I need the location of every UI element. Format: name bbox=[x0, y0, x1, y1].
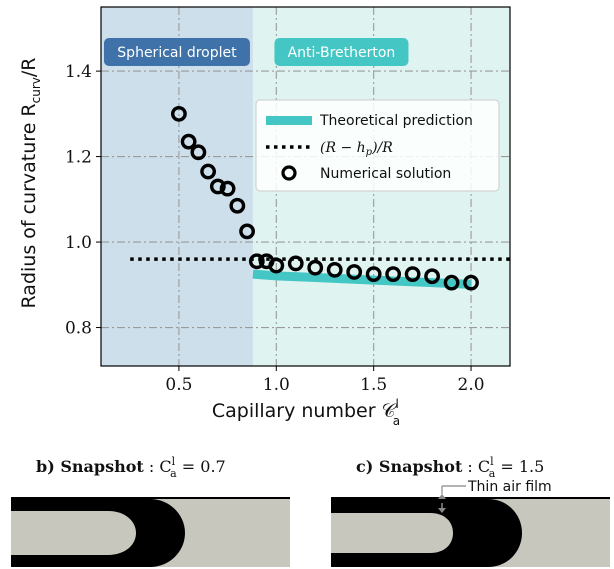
thin-air-film-label: Thin air film bbox=[467, 479, 552, 495]
legend-band-swatch bbox=[266, 116, 312, 125]
snapshot-b-top-wall bbox=[11, 497, 290, 499]
numerical-point bbox=[229, 197, 246, 214]
y-tick-label-3: 1.4 bbox=[65, 62, 92, 82]
numerical-point bbox=[180, 133, 197, 150]
numerical-point bbox=[443, 274, 460, 291]
legend-numerical: Numerical solution bbox=[320, 166, 451, 182]
snapshot-c-droplet bbox=[331, 513, 453, 553]
snapshot-b-title: b) Snapshot : Cl a = 0.7 bbox=[36, 455, 226, 480]
x-tick-label-3: 2.0 bbox=[458, 375, 485, 395]
legend-reference: (R − hp)/R bbox=[320, 140, 393, 158]
legend-marker-swatch bbox=[281, 165, 297, 181]
numerical-point bbox=[200, 163, 217, 180]
film-arrow-down bbox=[438, 508, 446, 513]
numerical-point bbox=[365, 266, 382, 283]
numerical-point bbox=[171, 105, 187, 122]
legend-box bbox=[255, 99, 500, 192]
numerical-point bbox=[219, 180, 236, 197]
film-arrow-up bbox=[438, 494, 446, 499]
numerical-point bbox=[307, 259, 324, 276]
numerical-point bbox=[424, 268, 440, 285]
region-labels: Spherical droplet Anti-Bretherton bbox=[103, 38, 409, 66]
numerical-point bbox=[287, 255, 304, 272]
numerical-point bbox=[404, 266, 421, 283]
x-tick-label-1: 1.0 bbox=[263, 375, 290, 395]
snapshot-c-image: Thin air film bbox=[331, 479, 610, 567]
y-tick-label-1: 1.0 bbox=[65, 233, 92, 253]
y-axis-label: Radius of curvature Rcurv/R bbox=[18, 58, 43, 309]
snapshot-c-title: c) Snapshot : Cl a = 1.5 bbox=[356, 455, 544, 480]
legend: Theoretical prediction (R − hp)/R Numeri… bbox=[255, 99, 500, 192]
snapshot-b-image bbox=[11, 497, 290, 567]
numerical-point bbox=[385, 266, 402, 283]
x-tick-label-2: 1.5 bbox=[360, 375, 387, 395]
numerical-point bbox=[268, 257, 285, 274]
numerical-point bbox=[239, 223, 255, 240]
numerical-point bbox=[248, 253, 265, 270]
region-label-0: Spherical droplet bbox=[117, 45, 237, 61]
x-axis-label: Capillary number 𝒞l a bbox=[212, 397, 400, 428]
plot-frame bbox=[100, 6, 511, 367]
numerical-point bbox=[326, 261, 343, 278]
numerical-markers bbox=[171, 105, 479, 291]
snapshot-c-top-wall bbox=[331, 497, 610, 499]
numerical-point bbox=[346, 264, 363, 280]
x-tick-label-0: 0.5 bbox=[165, 375, 192, 395]
y-tick-label-2: 1.2 bbox=[65, 148, 92, 168]
region-label-box-0 bbox=[103, 38, 250, 66]
region-0 bbox=[101, 7, 253, 366]
region-label-1: Anti-Bretherton bbox=[288, 45, 396, 61]
axis-ticks: 0.5 1.0 1.5 2.0 0.8 1.0 1.2 1.4 bbox=[65, 62, 485, 395]
snapshot-b-droplet bbox=[11, 511, 136, 555]
numerical-point bbox=[209, 178, 226, 195]
numerical-point bbox=[463, 274, 479, 291]
numerical-point bbox=[190, 144, 207, 161]
legend-theoretical: Theoretical prediction bbox=[319, 113, 473, 129]
y-tick-label-0: 0.8 bbox=[65, 319, 92, 339]
region-label-box-1 bbox=[274, 38, 409, 66]
